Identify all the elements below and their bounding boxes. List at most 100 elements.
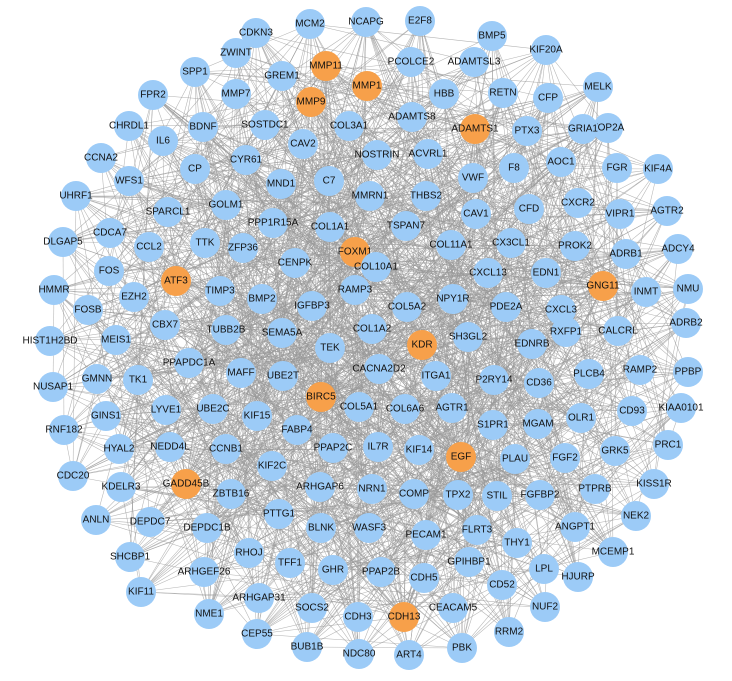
node-ube2t[interactable]: UBE2T bbox=[267, 361, 299, 391]
node-cdca7[interactable]: CDCA7 bbox=[93, 218, 127, 248]
node-mmp7[interactable]: MMP7 bbox=[221, 79, 251, 109]
node-zfp36[interactable]: ZFP36 bbox=[228, 233, 258, 263]
node-npy1r[interactable]: NPY1R bbox=[436, 284, 470, 314]
node-mnd1[interactable]: MND1 bbox=[266, 169, 296, 199]
node-chrdl1[interactable]: CHRDL1 bbox=[109, 111, 149, 141]
node-cdh13[interactable]: CDH13 bbox=[388, 602, 421, 632]
node-arhgap31[interactable]: ARHGAP31 bbox=[232, 583, 286, 613]
node-anln[interactable]: ANLN bbox=[81, 505, 111, 535]
node-grem1[interactable]: GREM1 bbox=[264, 61, 300, 91]
node-ramp2[interactable]: RAMP2 bbox=[623, 355, 658, 385]
node-gadd45b[interactable]: GADD45B bbox=[163, 469, 210, 499]
node-nme1[interactable]: NME1 bbox=[194, 599, 224, 629]
node-edn1[interactable]: EDN1 bbox=[531, 258, 561, 288]
node-kiaa0101[interactable]: KIAA0101 bbox=[658, 393, 704, 423]
node-zwint[interactable]: ZWINT bbox=[220, 38, 252, 68]
node-inmt[interactable]: INMT bbox=[631, 277, 661, 307]
node-sema5a[interactable]: SEMA5A bbox=[262, 318, 303, 348]
node-ccna2[interactable]: CCNA2 bbox=[84, 143, 118, 173]
node-cav1[interactable]: CAV1 bbox=[461, 199, 491, 229]
node-flrt3[interactable]: FLRT3 bbox=[462, 515, 493, 545]
node-art4[interactable]: ART4 bbox=[394, 640, 424, 670]
node-birc5[interactable]: BIRC5 bbox=[306, 382, 336, 412]
node-arhgef26[interactable]: ARHGEF26 bbox=[178, 557, 231, 587]
node-grk5[interactable]: GRK5 bbox=[600, 436, 630, 466]
node-ppap2c[interactable]: PPAP2C bbox=[314, 433, 353, 463]
node-ramp3[interactable]: RAMP3 bbox=[338, 275, 373, 305]
node-egf[interactable]: EGF bbox=[446, 442, 476, 472]
node-retn[interactable]: RETN bbox=[488, 78, 518, 108]
node-tspan7[interactable]: TSPAN7 bbox=[387, 211, 426, 241]
node-thy1[interactable]: THY1 bbox=[502, 528, 532, 558]
node-angpt1[interactable]: ANGPT1 bbox=[555, 512, 595, 542]
node-lyve1[interactable]: LYVE1 bbox=[151, 395, 182, 425]
node-agtr2[interactable]: AGTR2 bbox=[650, 196, 684, 226]
node-tff1[interactable]: TFF1 bbox=[275, 548, 305, 578]
node-il7r[interactable]: IL7R bbox=[363, 432, 393, 462]
node-kdelr3[interactable]: KDELR3 bbox=[102, 472, 141, 502]
node-kiss1r[interactable]: KISS1R bbox=[636, 469, 672, 499]
node-cp[interactable]: CP bbox=[180, 154, 210, 184]
node-zbtb16[interactable]: ZBTB16 bbox=[213, 479, 250, 509]
node-maff[interactable]: MAFF bbox=[226, 358, 256, 388]
node-ednrb[interactable]: EDNRB bbox=[514, 329, 550, 359]
node-kif20a[interactable]: KIF20A bbox=[529, 35, 563, 65]
node-pttg1[interactable]: PTTG1 bbox=[263, 499, 296, 529]
node-ncapg[interactable]: NCAPG bbox=[348, 7, 384, 37]
node-col5a2[interactable]: COL5A2 bbox=[388, 292, 427, 322]
node-top2a[interactable]: TOP2A bbox=[592, 113, 625, 143]
node-ndc80[interactable]: NDC80 bbox=[343, 639, 376, 669]
node-cx3cl1[interactable]: CX3CL1 bbox=[492, 228, 530, 258]
node-cdh5[interactable]: CDH5 bbox=[409, 563, 439, 593]
node-fabp4[interactable]: FABP4 bbox=[281, 415, 313, 445]
node-hjurp[interactable]: HJURP bbox=[561, 562, 595, 592]
node-f8[interactable]: F8 bbox=[499, 153, 529, 183]
node-melk[interactable]: MELK bbox=[583, 72, 613, 102]
node-fosb[interactable]: FOSB bbox=[73, 295, 103, 325]
node-golm1[interactable]: GOLM1 bbox=[208, 190, 244, 220]
node-col1a1[interactable]: COL1A1 bbox=[311, 212, 350, 242]
node-tk1[interactable]: TK1 bbox=[123, 365, 153, 395]
node-pbk[interactable]: PBK bbox=[447, 633, 477, 663]
node-arhgap6[interactable]: ARHGAP6 bbox=[296, 472, 344, 502]
node-timp3[interactable]: TIMP3 bbox=[205, 276, 235, 306]
node-rhoj[interactable]: RHOJ bbox=[234, 538, 264, 568]
node-gpihbp1[interactable]: GPIHBP1 bbox=[447, 547, 491, 577]
node-il6[interactable]: IL6 bbox=[148, 126, 178, 156]
node-foxm1[interactable]: FOXM1 bbox=[338, 237, 373, 267]
node-nusap1[interactable]: NUSAP1 bbox=[33, 372, 73, 402]
node-ptprb[interactable]: PTPRB bbox=[578, 474, 612, 504]
node-hyal2[interactable]: HYAL2 bbox=[104, 434, 135, 464]
node-cxcr2[interactable]: CXCR2 bbox=[561, 188, 595, 218]
node-col5a1[interactable]: COL5A1 bbox=[340, 392, 379, 422]
node-nmu[interactable]: NMU bbox=[673, 274, 703, 304]
node-cfd[interactable]: CFD bbox=[514, 194, 544, 224]
node-mcm2[interactable]: MCM2 bbox=[295, 9, 325, 39]
node-fgf2[interactable]: FGF2 bbox=[550, 443, 580, 473]
node-cd52[interactable]: CD52 bbox=[487, 570, 517, 600]
node-kif15[interactable]: KIF15 bbox=[242, 401, 272, 431]
node-igfbp3[interactable]: IGFBP3 bbox=[294, 291, 330, 321]
node-cfp[interactable]: CFP bbox=[533, 83, 563, 113]
node-itga1[interactable]: ITGA1 bbox=[421, 361, 451, 391]
node-ppapdc1a[interactable]: PPAPDC1A bbox=[163, 348, 216, 378]
node-ghr[interactable]: GHR bbox=[318, 555, 348, 585]
node-shcbp1[interactable]: SHCBP1 bbox=[110, 542, 150, 572]
node-mgam[interactable]: MGAM bbox=[522, 409, 554, 439]
node-socs2[interactable]: SOCS2 bbox=[295, 593, 329, 623]
node-calcrl[interactable]: CALCRL bbox=[598, 316, 638, 346]
node-kif2c[interactable]: KIF2C bbox=[257, 451, 287, 481]
node-wasf3[interactable]: WASF3 bbox=[352, 513, 387, 543]
node-cav2[interactable]: CAV2 bbox=[288, 129, 318, 159]
node-gmnn[interactable]: GMNN bbox=[82, 364, 113, 394]
node-rnf182[interactable]: RNF182 bbox=[45, 415, 83, 445]
node-ptx3[interactable]: PTX3 bbox=[512, 116, 542, 146]
node-bmp2[interactable]: BMP2 bbox=[247, 284, 277, 314]
node-atf3[interactable]: ATF3 bbox=[161, 266, 191, 296]
node-adcy4[interactable]: ADCY4 bbox=[661, 234, 695, 264]
node-tubb2b[interactable]: TUBB2B bbox=[207, 315, 246, 345]
node-nuf2[interactable]: NUF2 bbox=[530, 592, 560, 622]
node-cdkn3[interactable]: CDKN3 bbox=[239, 18, 273, 48]
node-blnk[interactable]: BLNK bbox=[306, 513, 336, 543]
node-plcb4[interactable]: PLCB4 bbox=[573, 359, 605, 389]
